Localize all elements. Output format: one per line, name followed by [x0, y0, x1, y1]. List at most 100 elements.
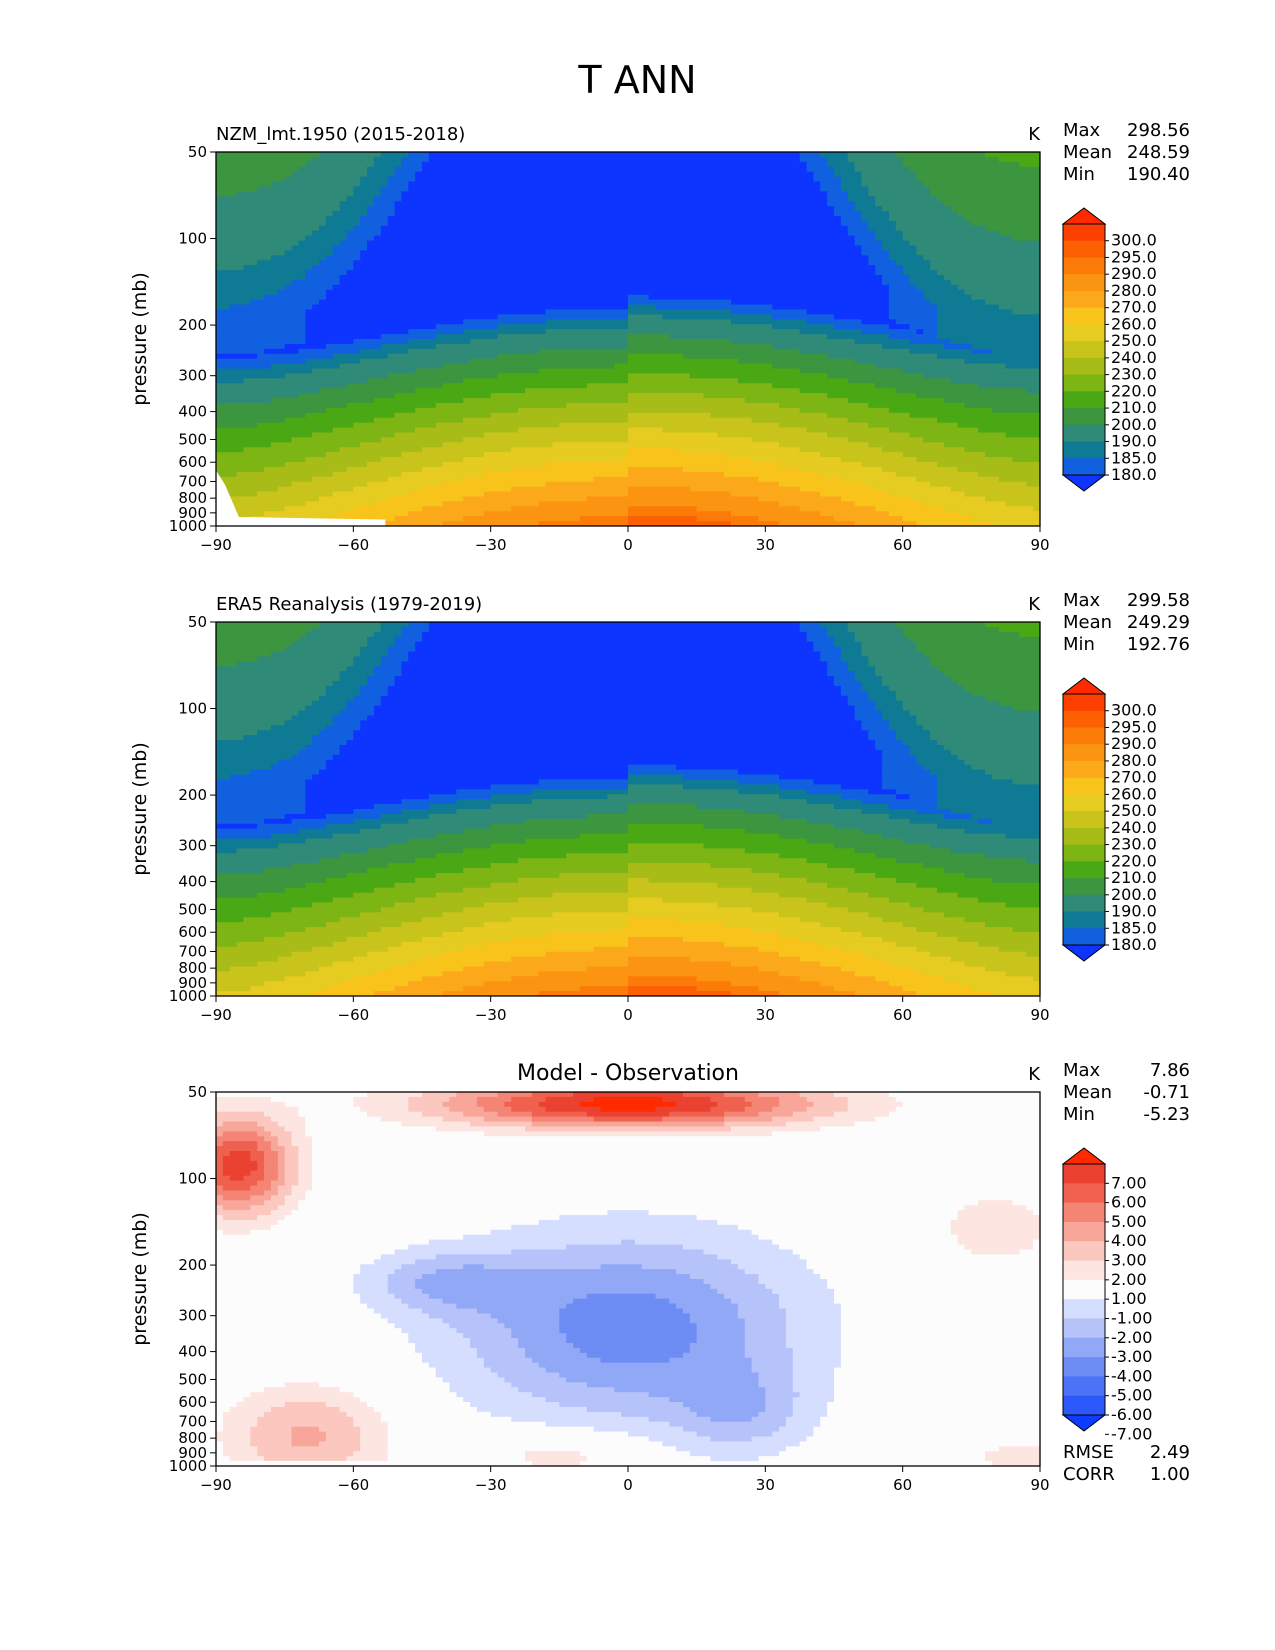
contour-band: [415, 407, 519, 414]
contour-band: [490, 412, 629, 419]
contour-band: [270, 181, 361, 188]
contour-band: [497, 314, 629, 320]
contour-band: [305, 235, 348, 242]
contour-band: [339, 363, 444, 370]
y-axis-label: pressure (mb): [129, 1212, 151, 1346]
contour-band: [751, 1229, 952, 1236]
contour-band: [346, 936, 423, 943]
contour-band: [216, 1352, 423, 1359]
contour-band: [964, 1205, 1027, 1211]
contour-band: [628, 314, 663, 320]
contour-band: [353, 1283, 389, 1290]
contour-band: [888, 427, 979, 434]
contour-band: [950, 1224, 1040, 1231]
contour-band: [408, 329, 464, 335]
colorbar-cell: [1063, 1241, 1105, 1262]
contour-band: [744, 1106, 773, 1113]
contour-band: [902, 631, 1020, 638]
contour-band: [538, 521, 629, 526]
contour-band: [834, 314, 890, 320]
y-tick-label: 700: [178, 942, 207, 960]
contour-band: [216, 1441, 224, 1447]
contour-band: [806, 1264, 1040, 1270]
contour-band: [339, 447, 423, 453]
contour-band: [332, 427, 416, 434]
contour-band: [628, 339, 732, 345]
contour-band: [319, 388, 416, 394]
contour-band: [923, 501, 1007, 507]
contour-band: [250, 1185, 272, 1192]
contour-band: [216, 1121, 224, 1128]
contour-band: [216, 710, 299, 717]
contour-band: [387, 353, 499, 360]
contour-band: [442, 991, 540, 996]
contour-band: [346, 383, 444, 389]
contour-band: [779, 501, 856, 507]
contour-band: [435, 872, 560, 879]
contour-band: [566, 853, 780, 859]
contour-band: [270, 912, 361, 918]
contour-band: [394, 902, 485, 909]
contour-band: [840, 186, 869, 192]
contour-band: [772, 1431, 814, 1438]
contour-band: [772, 1239, 959, 1246]
y-tick-label: 600: [178, 453, 207, 471]
contour-band: [408, 1338, 471, 1344]
contour-band: [360, 828, 464, 835]
contour-band: [291, 481, 368, 488]
contour-band: [779, 1298, 835, 1305]
contour-band: [319, 1382, 451, 1388]
contour-band: [916, 991, 993, 996]
contour-band: [875, 671, 945, 677]
contour-band: [985, 966, 1040, 972]
contour-band: [422, 466, 512, 473]
contour-band: [305, 319, 464, 325]
contour-band: [216, 951, 293, 958]
contour-band: [785, 1421, 821, 1428]
contour-band: [964, 289, 1040, 296]
contour-band: [792, 1387, 835, 1393]
colorbar-cell: [1063, 1221, 1105, 1242]
stat-label: Min: [1063, 164, 1095, 185]
colorbar-tick-label: 270.0: [1111, 768, 1157, 787]
contour-band: [387, 1451, 526, 1457]
contour-band: [916, 759, 966, 766]
stat-value: 249.29: [1127, 612, 1190, 633]
contour-band: [985, 695, 1040, 702]
contour-band: [628, 319, 732, 325]
contour-band: [531, 1092, 574, 1098]
contour-band: [284, 250, 334, 256]
contour-band: [875, 270, 904, 276]
contour-band: [895, 735, 931, 741]
contour-band: [216, 1165, 224, 1172]
stat-value: 298.56: [1127, 120, 1190, 141]
contour-band: [861, 951, 931, 958]
contour-band: [628, 868, 753, 874]
y-tick-label: 400: [178, 403, 207, 421]
contour-band: [360, 220, 389, 227]
contour-band: [806, 789, 869, 795]
contour-band: [312, 1185, 1040, 1192]
contour-band: [298, 1170, 313, 1177]
contour-band: [422, 631, 808, 638]
contour-band: [840, 457, 917, 463]
contour-band: [470, 1338, 519, 1344]
contour-band: [490, 863, 629, 869]
contour-band: [373, 196, 402, 202]
contour-band: [229, 496, 320, 502]
contour-band: [284, 506, 354, 512]
contour-band: [937, 196, 1040, 202]
contour-band: [882, 447, 966, 453]
contour-band: [270, 1116, 306, 1123]
contour-band: [222, 1441, 251, 1447]
contour-band: [854, 235, 876, 242]
contour-band: [895, 858, 1027, 864]
contour-band: [216, 656, 258, 662]
contour-band: [312, 1160, 1040, 1167]
contour-band: [792, 1352, 842, 1359]
contour-band: [422, 976, 512, 982]
colorbar-tick-label: -2.00: [1111, 1328, 1152, 1347]
colorbar-tick-label: 300.0: [1111, 231, 1157, 250]
contour-band: [257, 730, 320, 736]
contour-band: [779, 422, 869, 429]
